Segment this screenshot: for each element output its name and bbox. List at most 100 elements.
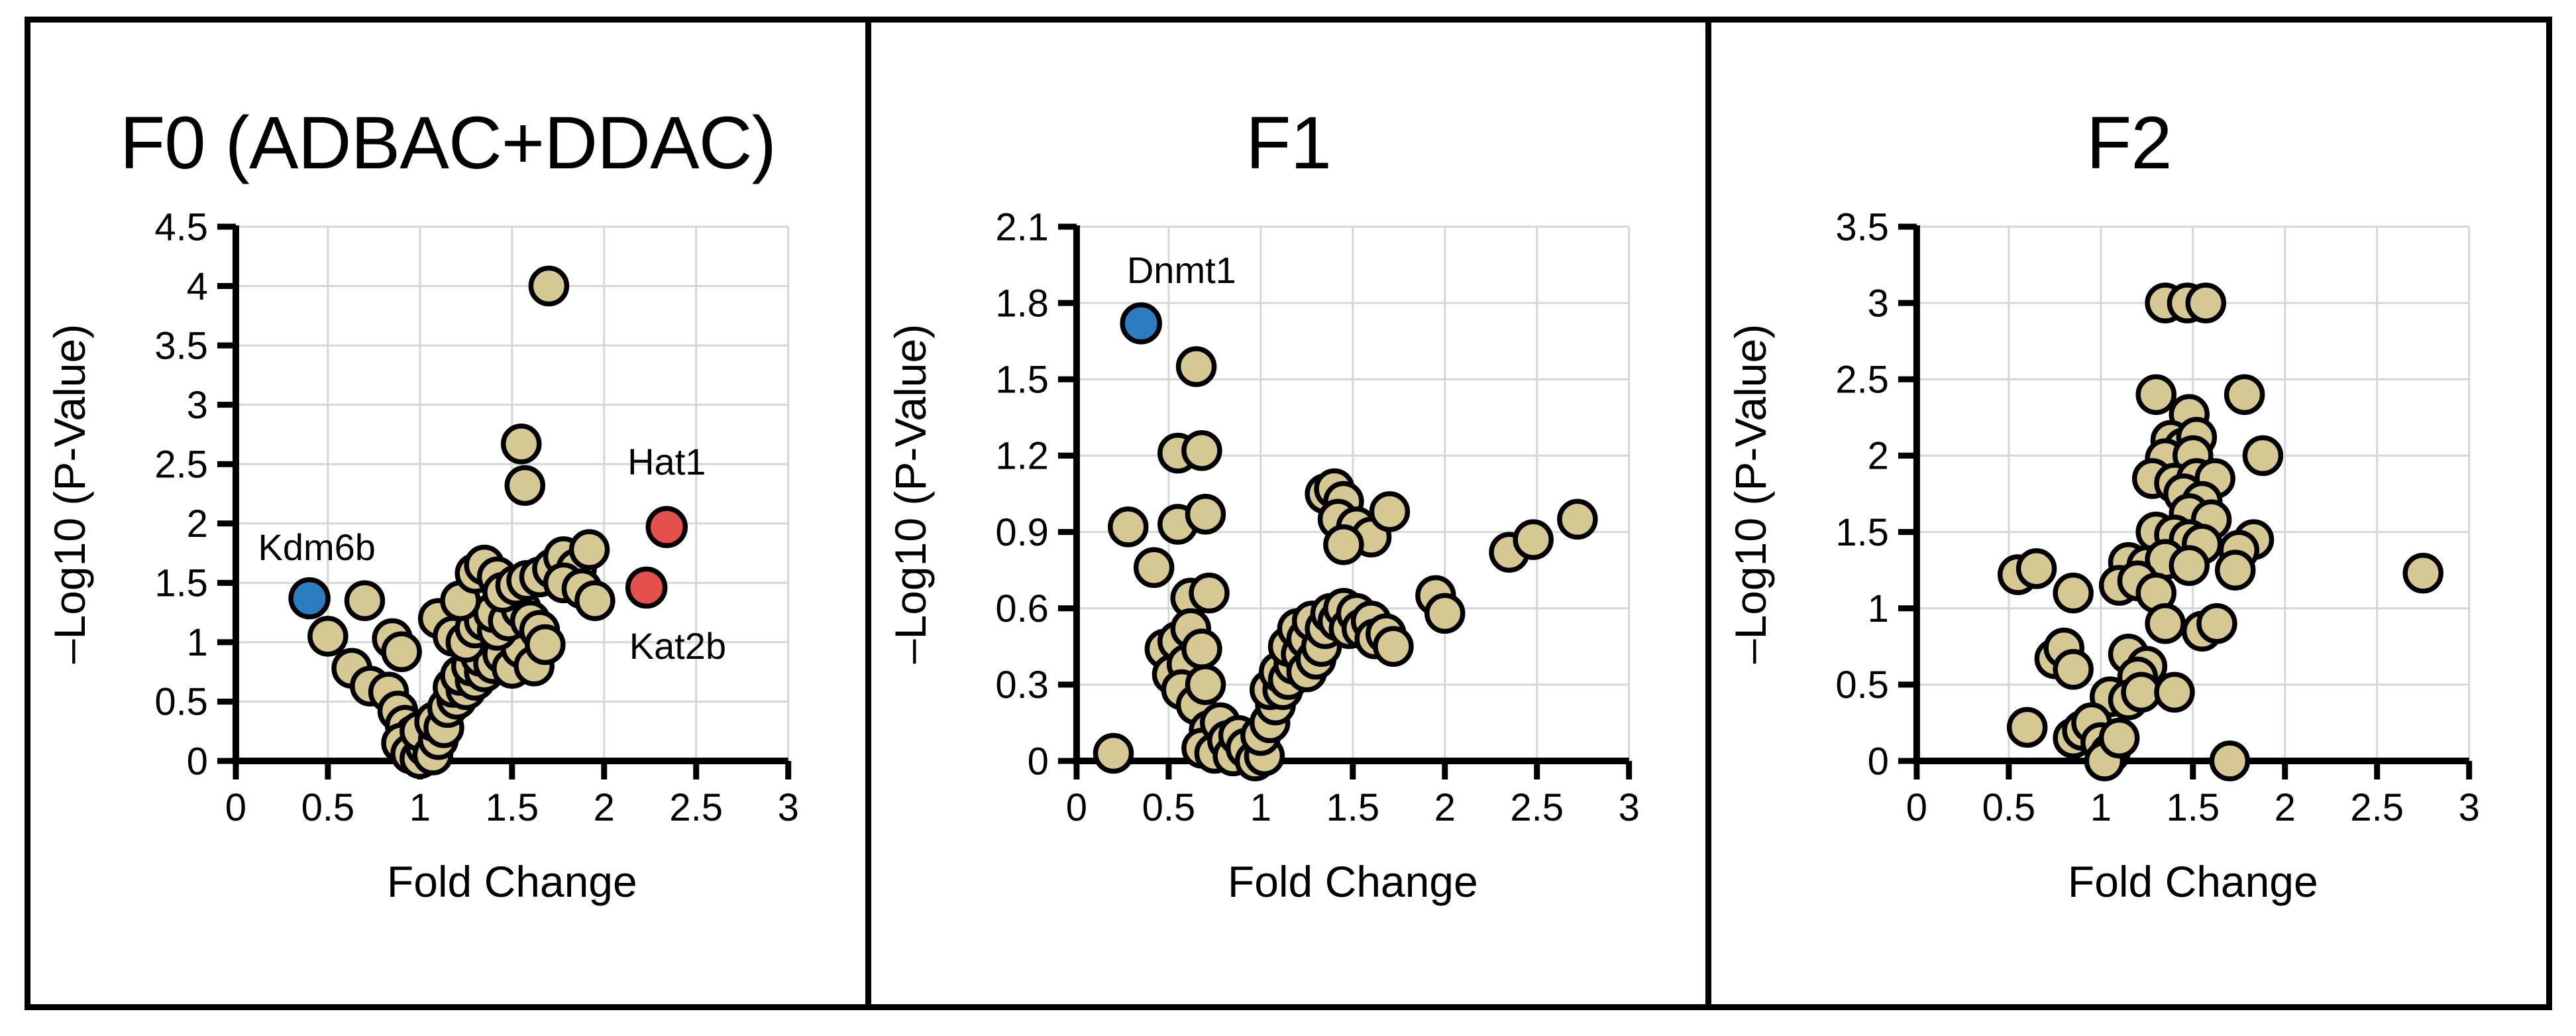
x-tick-label: 1 xyxy=(1250,787,1271,829)
panel-title: F1 xyxy=(1246,101,1332,184)
x-tick-label: 1 xyxy=(2090,787,2112,829)
scatter-point xyxy=(525,624,566,665)
x-tick-label: 2.5 xyxy=(2351,787,2404,829)
point-label: Kdm6b xyxy=(258,526,376,568)
y-axis-title: –Log10 (P-Value) xyxy=(45,324,94,663)
x-tick-label: 0 xyxy=(225,787,246,829)
x-tick-label: 3 xyxy=(2459,787,2480,829)
x-axis-title: Fold Change xyxy=(2068,857,2318,906)
y-tick-label: 1.5 xyxy=(154,563,208,605)
scatter-point xyxy=(1513,519,1554,560)
scatter-point xyxy=(1093,732,1134,774)
scatter-point xyxy=(1322,524,1364,565)
scatter-point xyxy=(2243,435,2284,477)
scatter-point xyxy=(2053,572,2094,614)
y-tick-label: 1 xyxy=(1868,588,1889,630)
y-tick-label: 2 xyxy=(1868,435,1889,478)
scatter-point xyxy=(1133,547,1175,589)
scatter-point xyxy=(2007,707,2048,748)
point-label: Kat2b xyxy=(629,625,726,667)
x-tick-label: 0 xyxy=(1906,787,1927,829)
scatter-point xyxy=(1107,506,1149,547)
y-tick-label: 0.5 xyxy=(1836,664,1890,707)
scatter-point xyxy=(2135,374,2177,416)
y-tick-label: 0 xyxy=(1027,740,1048,783)
y-tick-label: 2 xyxy=(187,503,208,546)
scatter-point xyxy=(528,265,570,307)
y-tick-label: 2.5 xyxy=(1836,359,1890,402)
y-axis-title: –Log10 (P-Value) xyxy=(886,324,935,663)
scatter-point xyxy=(1369,491,1410,532)
y-tick-label: 4 xyxy=(187,266,208,308)
x-tick-label: 2.5 xyxy=(1510,787,1564,829)
x-tick-label: 0.5 xyxy=(1142,787,1195,829)
x-axis-title: Fold Change xyxy=(387,857,637,906)
y-axis-title: –Log10 (P-Value) xyxy=(1726,324,1775,663)
scatter-point xyxy=(1181,430,1222,471)
y-tick-label: 0.9 xyxy=(995,512,1049,554)
panel-title: F2 xyxy=(2086,101,2173,184)
scatter-point xyxy=(381,631,422,672)
y-tick-label: 3.5 xyxy=(154,325,208,367)
scatter-point xyxy=(1424,593,1466,634)
y-tick-label: 2.5 xyxy=(154,444,208,487)
y-tick-label: 1 xyxy=(187,622,208,664)
panel-f2: F2 0 0.5 1 1.5 2 2.5 3 0 0.5 1 1.5 2 2.5 3 3.5 Fold Cha… xyxy=(1705,23,2546,1004)
panel-f0: F0 (ADBAC+DDAC) 0 0.5 1 1.5 2 2.5 3 0 0.5 1 1.5 2 2.… xyxy=(30,23,865,1004)
scatter-point xyxy=(1372,626,1414,667)
x-tick-label: 1 xyxy=(409,787,431,829)
x-tick-label: 2.5 xyxy=(669,787,723,829)
x-tick-label: 2 xyxy=(594,787,615,829)
scatter-point xyxy=(307,616,349,657)
scatter-point xyxy=(2145,603,2186,644)
x-tick-label: 0 xyxy=(1065,787,1087,829)
scatter-point xyxy=(1556,498,1598,540)
x-tick-label: 3 xyxy=(1618,787,1639,829)
x-tick-label: 0.5 xyxy=(1982,787,2036,829)
scatter-point xyxy=(500,424,542,465)
y-tick-label: 0.5 xyxy=(154,681,208,724)
y-tick-label: 0.6 xyxy=(995,588,1049,630)
y-tick-label: 3 xyxy=(187,384,208,427)
x-axis-title: Fold Change xyxy=(1228,857,1478,906)
y-tick-label: 1.2 xyxy=(995,435,1049,478)
y-tick-label: 2.1 xyxy=(995,206,1049,249)
scatter-plot-f2: 0 0.5 1 1.5 2 2.5 3 0 0.5 1 1.5 2 2.5 3 3.5 Fold Change… xyxy=(1726,206,2480,906)
scatter-point xyxy=(2224,374,2265,416)
highlighted-scatter-point xyxy=(625,566,668,609)
scatter-point xyxy=(344,580,386,621)
y-tick-label: 0.3 xyxy=(995,664,1049,707)
scatter-point xyxy=(504,465,546,506)
scatter-plot-f0: 0 0.5 1 1.5 2 2.5 3 0 0.5 1 1.5 2 2.5 3 3.5 4 4.5 Fold Ch… xyxy=(45,206,799,906)
x-tick-label: 2 xyxy=(1434,787,1455,829)
x-tick-label: 1.5 xyxy=(2167,787,2220,829)
highlighted-scatter-point xyxy=(288,577,331,620)
y-tick-label: 1.8 xyxy=(995,282,1049,325)
y-tick-label: 0 xyxy=(1868,740,1889,783)
y-tick-label: 3 xyxy=(1868,282,1889,325)
x-tick-label: 3 xyxy=(778,787,799,829)
panel-f1: F1 0 0.5 1 1.5 2 2.5 3 0 0.3 0.6 0.9 1.2 1.5 1.8 2.1 Fo… xyxy=(865,23,1706,1004)
volcano-plot-figure: F0 (ADBAC+DDAC) 0 0.5 1 1.5 2 2.5 3 0 0.5 1 1.5 2 2.… xyxy=(25,17,2552,1010)
point-label: Dnmt1 xyxy=(1127,249,1236,291)
y-tick-label: 1.5 xyxy=(995,359,1049,402)
scatter-point xyxy=(1185,664,1226,705)
y-tick-label: 4.5 xyxy=(154,206,208,249)
scatter-point xyxy=(2099,717,2140,759)
y-tick-label: 1.5 xyxy=(1836,512,1890,554)
y-tick-label: 0 xyxy=(187,740,208,783)
scatter-point xyxy=(568,529,610,570)
scatter-point xyxy=(2169,545,2210,586)
scatter-point xyxy=(1175,346,1216,387)
scatter-point xyxy=(1185,493,1226,535)
scatter-point xyxy=(2121,671,2163,713)
x-tick-label: 2 xyxy=(2275,787,2296,829)
scatter-point xyxy=(2053,649,2094,690)
scatter-point xyxy=(2209,740,2251,781)
x-tick-label: 0.5 xyxy=(301,787,355,829)
scatter-point xyxy=(2185,282,2227,323)
x-tick-label: 1.5 xyxy=(486,787,539,829)
point-label: Hat1 xyxy=(627,441,706,483)
scatter-point xyxy=(2215,549,2256,591)
